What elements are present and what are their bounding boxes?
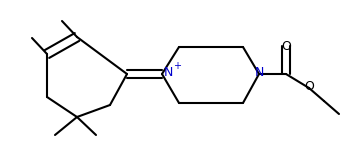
Text: N: N	[254, 66, 264, 80]
Text: O: O	[304, 80, 314, 94]
Text: +: +	[173, 61, 181, 71]
Text: O: O	[281, 41, 291, 53]
Text: N: N	[163, 66, 173, 80]
